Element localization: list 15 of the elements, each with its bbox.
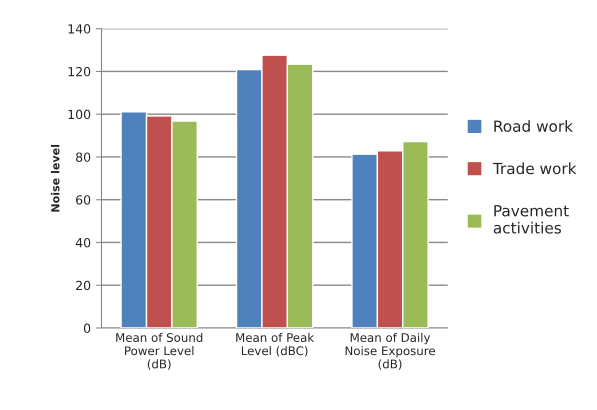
y-tick-label: 140 (68, 24, 90, 34)
legend-label: Road work (494, 120, 573, 132)
y-tick-label: 20 (76, 280, 90, 290)
y-axis-title: Noise level (50, 144, 60, 212)
y-tick-label: 100 (68, 110, 90, 120)
legend-label: Pavement activities (494, 205, 569, 234)
x-tick-label: Mean of Daily Noise Exposure (dB) (346, 332, 435, 370)
legend-label: Trade work (492, 162, 576, 174)
x-tick-label: Mean of Peak Level (dBC) (236, 332, 314, 357)
x-tick-label: Mean of Sound Power Level (dB) (116, 332, 202, 370)
y-tick-label: 60 (76, 195, 90, 205)
y-tick-label: 80 (76, 152, 90, 162)
y-tick-label: 120 (68, 66, 90, 76)
y-tick-label: 0 (84, 323, 90, 333)
y-tick-label: 40 (76, 238, 90, 248)
